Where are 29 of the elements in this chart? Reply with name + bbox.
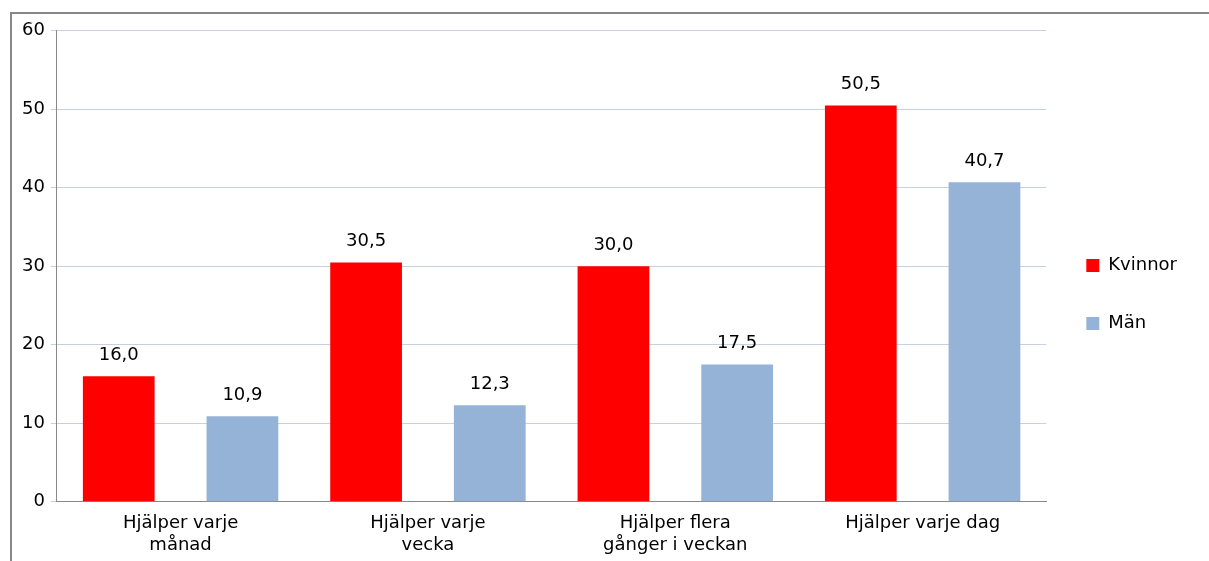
y-tick-label: 0	[33, 489, 45, 511]
bar	[206, 416, 279, 502]
legend-label: Kvinnor	[1108, 253, 1178, 275]
y-tick-label: 50	[22, 96, 45, 118]
y-tick-label: 10	[22, 410, 45, 432]
x-tick-label: Hjälper flera gånger i veckan	[603, 511, 748, 554]
data-label: 17,5	[717, 331, 758, 353]
data-label: 16,0	[98, 342, 139, 364]
bar	[948, 182, 1021, 502]
data-label: 30,5	[346, 229, 387, 251]
y-tick-label: 60	[22, 18, 45, 40]
y-tick-label: 30	[22, 253, 45, 275]
bar	[82, 376, 155, 502]
x-tick-label: Hjälper varje dag	[845, 511, 1001, 533]
bar	[701, 364, 773, 502]
y-tick-label: 20	[22, 332, 45, 354]
bar	[577, 266, 650, 502]
legend-label: Män	[1108, 311, 1147, 333]
x-tick-label: Hjälper varje månad	[122, 511, 239, 554]
data-label: 30,0	[593, 232, 634, 254]
bar	[453, 405, 526, 502]
data-label: 50,5	[840, 72, 881, 94]
y-tick-label: 40	[22, 175, 45, 197]
data-label: 10,9	[222, 382, 263, 404]
data-label: 12,3	[469, 371, 510, 393]
x-tick-label: Hjälper varje vecka	[370, 511, 486, 554]
bar	[824, 105, 897, 502]
data-label: 40,7	[964, 148, 1005, 170]
bar	[330, 262, 402, 502]
